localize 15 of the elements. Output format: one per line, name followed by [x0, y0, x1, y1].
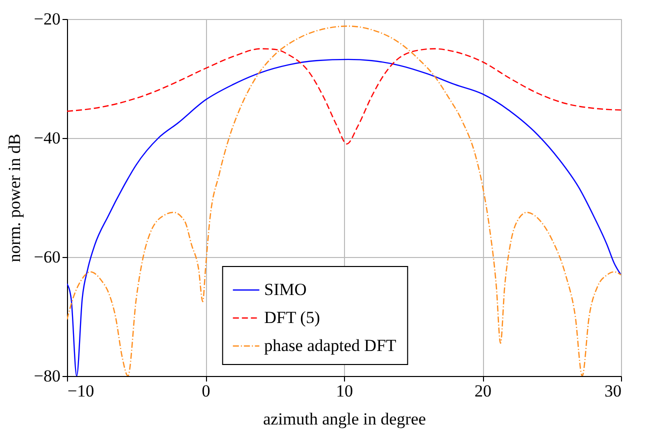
- y-tick-label: −40: [34, 128, 60, 148]
- y-axis-title: norm. power in dB: [4, 134, 24, 262]
- legend-label: phase adapted DFT: [264, 336, 397, 355]
- x-tick-label: 30: [604, 382, 622, 400]
- y-tick-label: −60: [34, 248, 60, 266]
- x-axis-title: azimuth angle in degree: [263, 410, 426, 428]
- y-tick-label: −80: [34, 366, 60, 386]
- legend-label: DFT (5): [264, 308, 320, 327]
- x-tick-label: 20: [474, 382, 492, 400]
- legend-label: SIMO: [264, 280, 307, 299]
- x-tick-label: −10: [68, 382, 94, 400]
- line-series: [67, 48, 621, 145]
- x-tick-label: 10: [336, 382, 353, 400]
- y-tick-label: −20: [34, 10, 60, 28]
- x-tick-label: 0: [202, 382, 210, 400]
